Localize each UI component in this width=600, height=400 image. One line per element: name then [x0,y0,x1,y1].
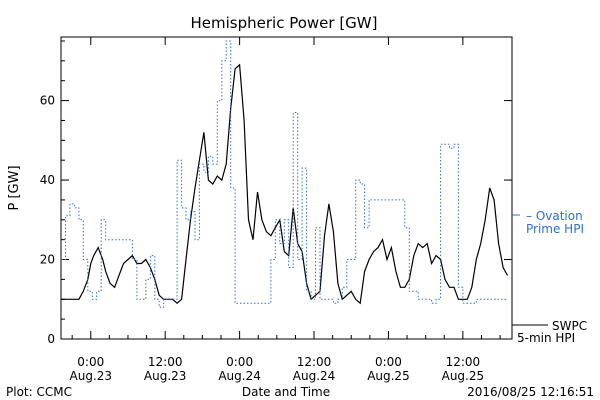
x-tick-time-0: 0:00 [77,355,104,369]
series-line-0 [61,63,509,305]
plot-area-frame [60,36,513,340]
x-axis-label: Date and Time [242,385,330,399]
x-tick-time-1: 12:00 [148,355,183,369]
y-tick-label-3: 60 [40,94,55,108]
x-tick-time-3: 12:00 [297,355,332,369]
x-tick-date-4: Aug.25 [367,369,410,383]
x-tick-date-0: Aug.23 [70,369,113,383]
y-axis-label: P [GW] [7,165,22,210]
x-tick-date-2: Aug.24 [218,369,261,383]
legend-swpc-line2: 5-min HPI [517,331,575,345]
y-tick-label-1: 20 [40,253,55,267]
legend-swpc-line1: SWPC [552,319,587,333]
x-tick-time-5: 12:00 [446,355,481,369]
chart-title: Hemispheric Power [GW] [191,14,378,32]
footer-timestamp: 2016/08/25 12:16:51 [467,385,594,399]
y-tick-label-2: 40 [40,173,55,187]
y-tick-label-0: 0 [47,332,55,346]
series-line-1 [61,40,508,308]
x-tick-date-5: Aug.25 [442,369,485,383]
legend-ovation-line1: – Ovation [526,209,583,223]
series-layer [61,40,509,308]
legend-ovation-line2: Prime HPI [526,222,584,236]
y-axis-ticks: 0 20 40 60 [40,40,512,346]
x-tick-time-2: 0:00 [226,355,253,369]
x-tick-date-3: Aug.24 [293,369,336,383]
x-tick-time-4: 0:00 [375,355,402,369]
x-tick-date-1: Aug.23 [144,369,187,383]
footer-plot-credit: Plot: CCMC [6,385,72,399]
x-axis-ticks: 0:00Aug.2312:00Aug.230:00Aug.2412:00Aug.… [70,37,501,383]
